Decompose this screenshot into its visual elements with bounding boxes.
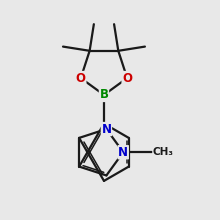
Text: CH₃: CH₃ xyxy=(153,147,174,157)
Text: B: B xyxy=(99,88,108,101)
Text: N: N xyxy=(101,123,111,136)
Text: O: O xyxy=(122,72,132,84)
Text: O: O xyxy=(76,72,86,84)
Text: N: N xyxy=(118,146,128,159)
